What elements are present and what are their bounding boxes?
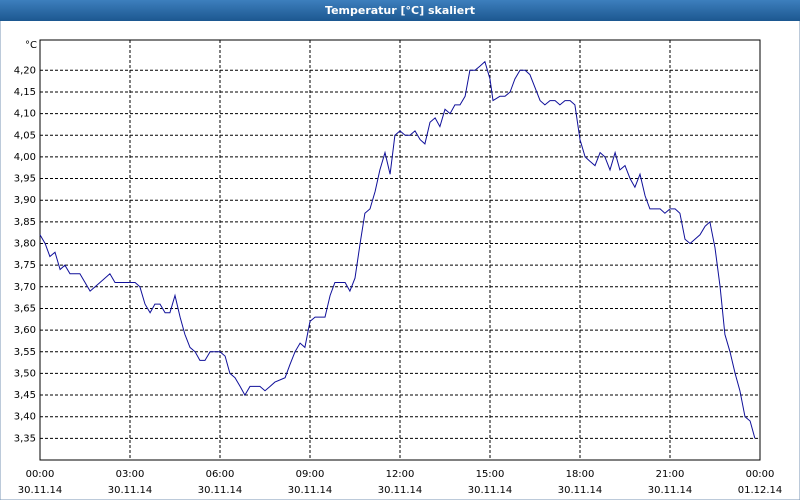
y-unit: °C — [25, 40, 37, 51]
x-tick-label: 15:00 30.11.14 — [468, 469, 513, 496]
y-tick-label: 4,05 — [14, 130, 36, 141]
y-tick-label: 3,40 — [14, 412, 36, 423]
x-tick-label: 03:00 30.11.14 — [108, 469, 153, 496]
y-tick-label: 3,70 — [14, 282, 36, 293]
y-tick-label: 4,20 — [14, 65, 36, 76]
x-tick-label: 21:00 30.11.14 — [648, 469, 693, 496]
x-tick-label: 12:00 30.11.14 — [378, 469, 423, 496]
x-tick-label: 06:00 30.11.14 — [198, 469, 243, 496]
y-tick-label: 3,55 — [14, 347, 36, 358]
y-tick-label: 3,65 — [14, 303, 36, 314]
y-tick-label: 3,50 — [14, 368, 36, 379]
plot-border — [39, 39, 761, 461]
y-tick-label: 3,90 — [14, 195, 36, 206]
y-tick-label: 3,80 — [14, 239, 36, 250]
plot-area: 3,35 3,40 3,45 3,50 3,55 3,60 3,65 3,70 3,75 3,80… — [14, 39, 783, 496]
y-tick-label: 3,95 — [14, 174, 36, 185]
y-tick-label: 3,85 — [14, 217, 36, 228]
x-tick-label: 00:00 01.12.14 — [738, 469, 783, 496]
y-tick-label: 3,75 — [14, 260, 36, 271]
title-bar — [0, 0, 800, 21]
data-line — [39, 60, 756, 439]
chart-title: Temperatur [°C] skaliert — [325, 4, 475, 17]
y-tick-label: 3,35 — [14, 433, 36, 444]
y-tick-label: 4,00 — [14, 152, 36, 163]
x-tick-label: 18:00 30.11.14 — [558, 469, 603, 496]
x-tick-label: 00:00 30.11.14 — [18, 469, 63, 496]
y-tick-label: 3,60 — [14, 325, 36, 336]
y-tick-label: 3,45 — [14, 390, 36, 401]
y-tick-label: 4,10 — [14, 109, 36, 120]
x-tick-label: 09:00 30.11.14 — [288, 469, 333, 496]
y-tick-label: 4,15 — [14, 87, 36, 98]
